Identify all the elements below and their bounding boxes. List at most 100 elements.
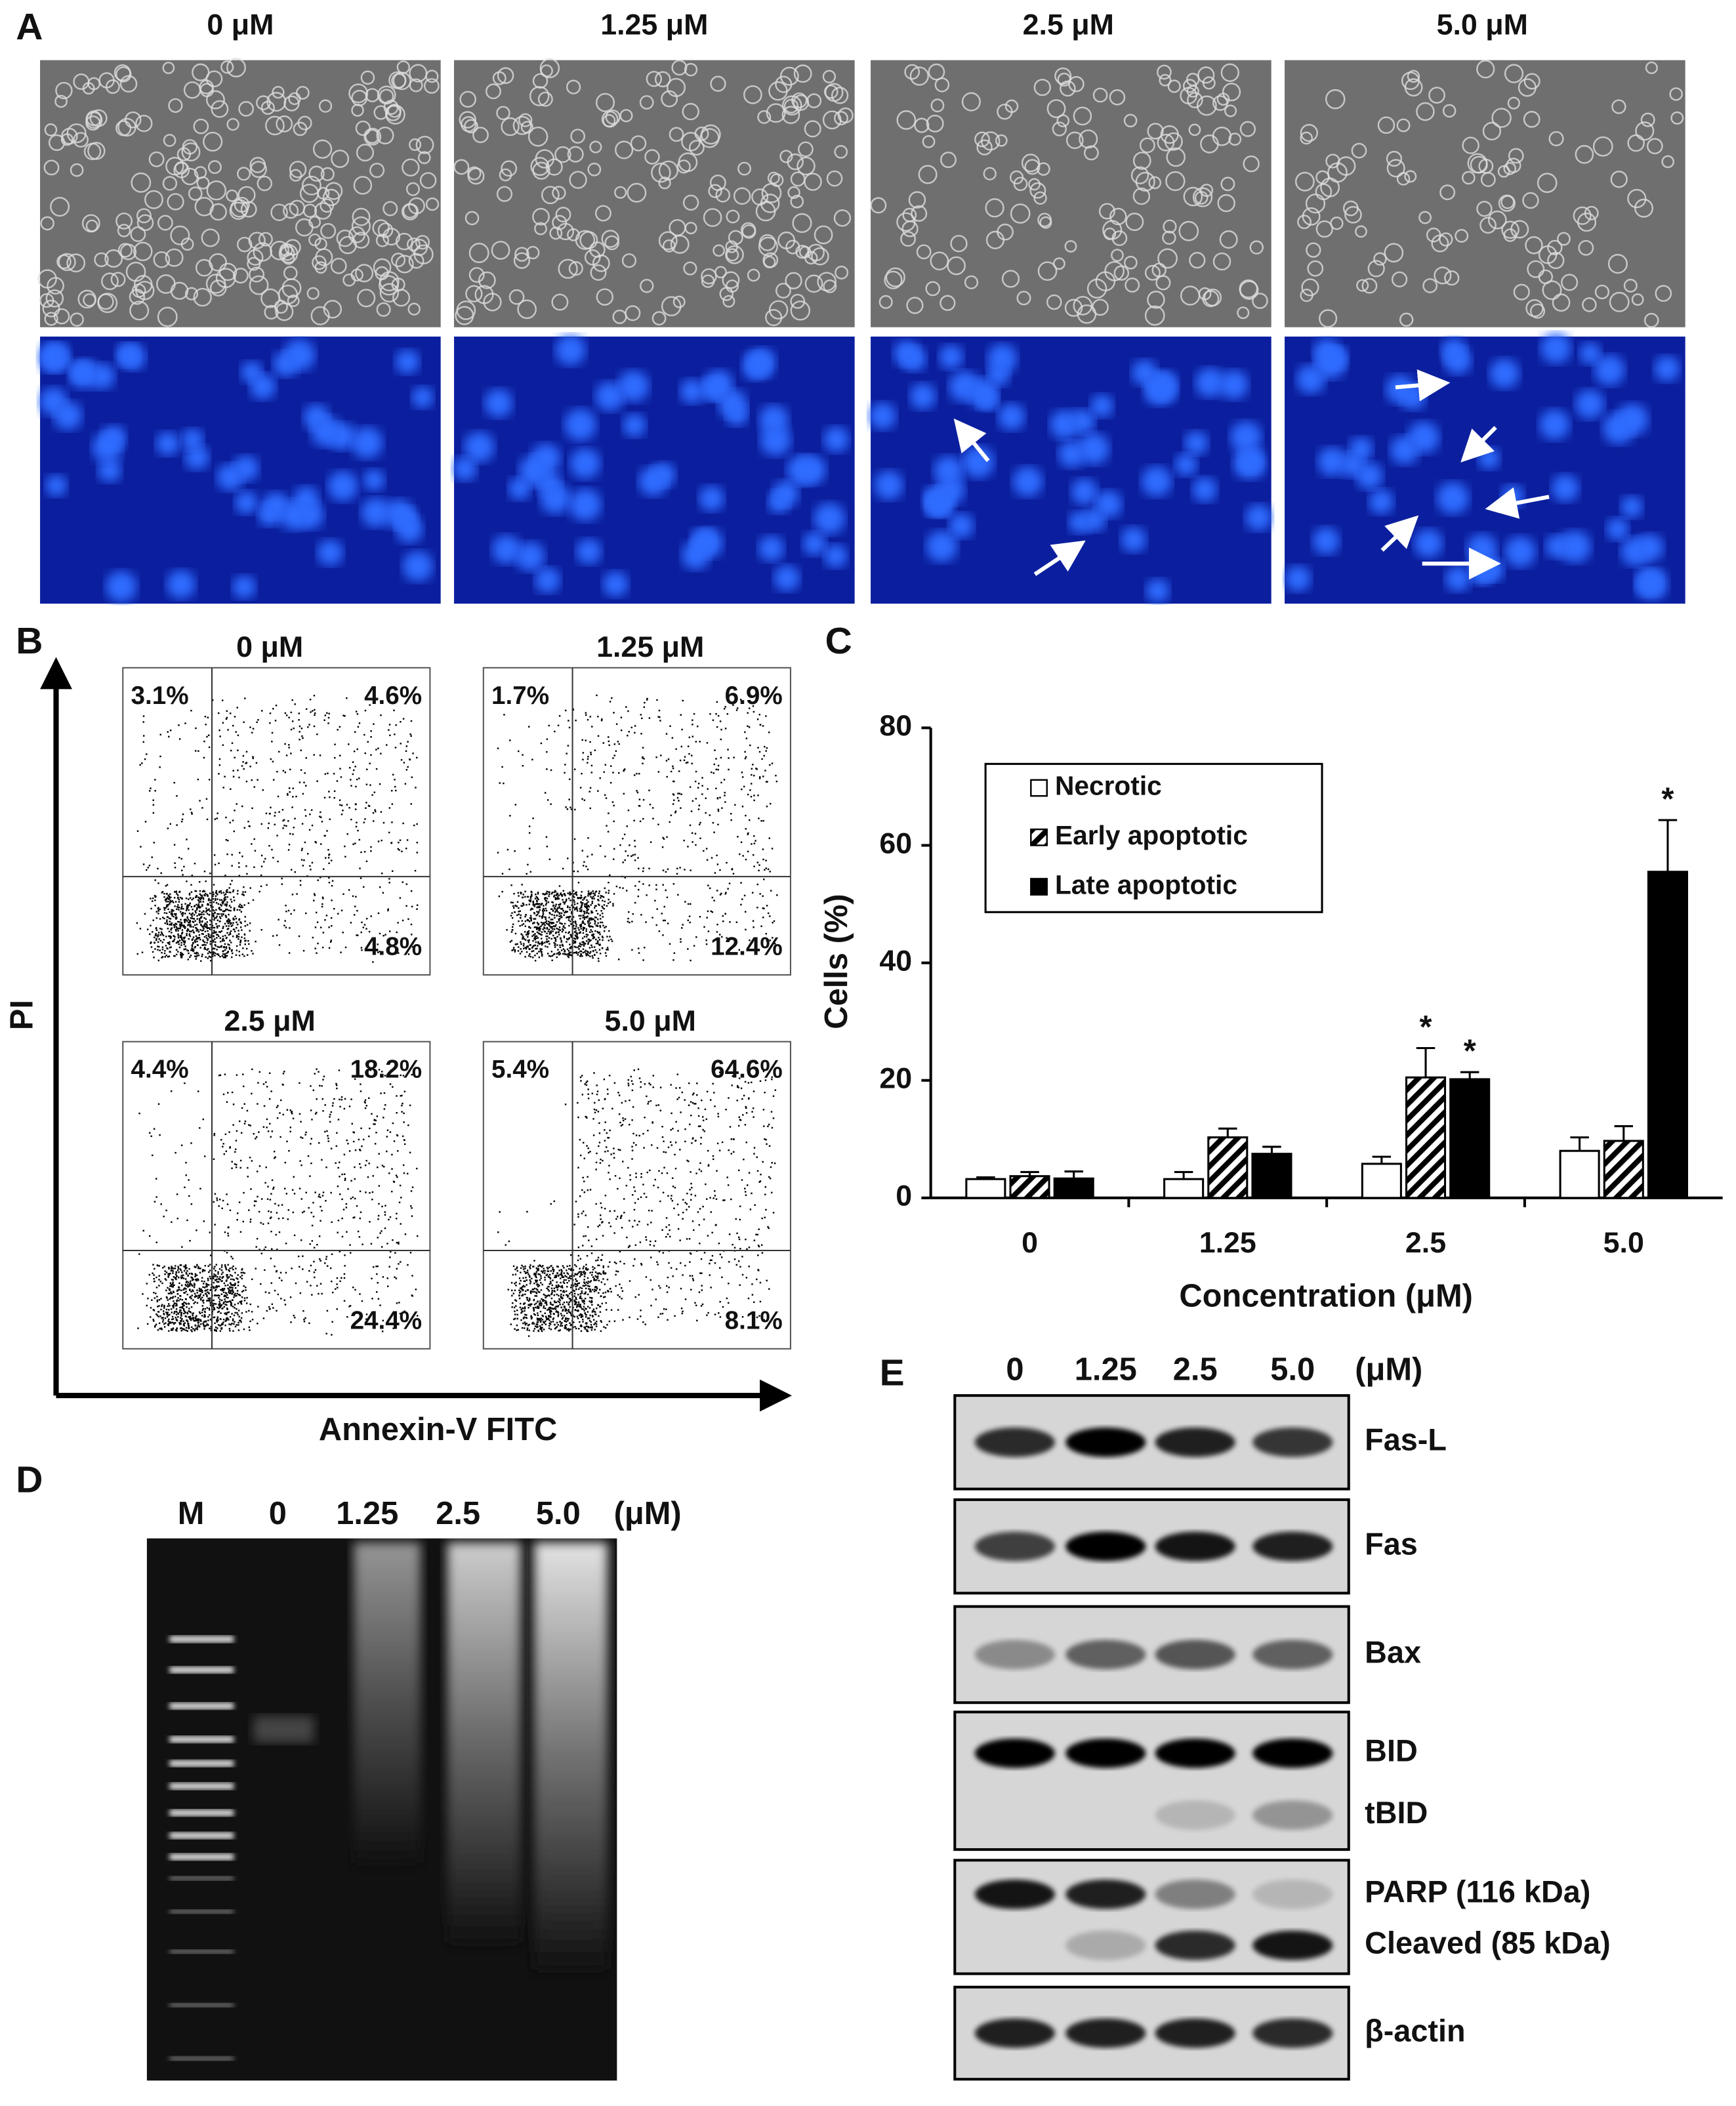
cell [1547, 251, 1565, 270]
dot [615, 723, 618, 725]
cell [382, 228, 401, 246]
dot [377, 943, 379, 945]
dot [176, 905, 178, 908]
dot [372, 1175, 374, 1177]
dot [219, 1306, 221, 1308]
dot [238, 1120, 241, 1123]
dot [223, 898, 226, 899]
dot [181, 905, 183, 908]
phase-image [870, 60, 1271, 327]
dot [364, 1164, 367, 1167]
dot [154, 899, 156, 901]
dot [312, 1089, 315, 1091]
dot [400, 721, 402, 723]
dot [215, 899, 217, 901]
dot [518, 895, 520, 897]
dot [359, 1190, 362, 1193]
dot [543, 930, 546, 932]
dot [325, 1256, 328, 1258]
dot [177, 940, 179, 943]
dot [205, 926, 207, 928]
cell [1344, 205, 1362, 224]
dot [165, 901, 167, 903]
dot [153, 1320, 155, 1322]
dot [171, 909, 174, 911]
dot [243, 721, 245, 724]
dot [518, 750, 520, 753]
dot [416, 841, 419, 844]
dot [672, 765, 674, 768]
dot [581, 905, 583, 907]
dot [179, 1298, 182, 1300]
dot [611, 940, 613, 942]
dot [705, 848, 708, 850]
dot [230, 749, 232, 752]
cell [392, 72, 411, 91]
dot [583, 911, 586, 913]
dot [543, 909, 546, 912]
dot [375, 810, 377, 813]
dot [270, 1230, 272, 1233]
cell [1200, 184, 1214, 197]
dot [209, 1327, 211, 1330]
dot [529, 956, 532, 958]
dot [583, 928, 585, 930]
cell [1522, 192, 1539, 209]
dot [153, 1277, 155, 1280]
dot [396, 931, 398, 934]
dot [532, 922, 534, 924]
cell [1098, 203, 1115, 220]
dot [241, 1269, 243, 1271]
cell [1504, 64, 1524, 83]
dot [545, 936, 547, 938]
dot [165, 912, 168, 915]
dot [396, 1212, 398, 1214]
dot [662, 934, 664, 936]
dot [184, 1186, 186, 1189]
dot [208, 1300, 211, 1302]
cell [715, 187, 731, 203]
dot [218, 1307, 220, 1310]
dot [156, 1299, 159, 1302]
dot [186, 930, 188, 932]
dot [214, 917, 216, 919]
dot [674, 810, 677, 812]
dot [397, 848, 399, 850]
dot [219, 1276, 221, 1278]
dot [349, 1305, 352, 1307]
cell [110, 272, 126, 287]
dot [269, 1199, 272, 1201]
dot [579, 950, 581, 953]
dot [194, 862, 196, 865]
dot [207, 948, 209, 950]
dot [316, 952, 318, 954]
dot [221, 1264, 223, 1266]
cell [1029, 182, 1046, 199]
dot [640, 714, 642, 716]
dot [590, 919, 592, 921]
dot [666, 836, 668, 838]
dot [558, 918, 561, 920]
dot [579, 787, 582, 789]
nucleus [98, 458, 121, 482]
cell [1422, 278, 1438, 293]
dot [313, 893, 316, 895]
dot [176, 1319, 178, 1322]
cell [196, 176, 210, 190]
dot [198, 937, 200, 939]
cell [192, 63, 210, 81]
dot [175, 941, 178, 944]
dot [727, 749, 729, 751]
dot [293, 909, 295, 911]
dot [157, 1315, 159, 1318]
dot [610, 765, 612, 767]
dot [262, 789, 264, 791]
dot [220, 1299, 223, 1302]
dot [180, 953, 183, 956]
dot [239, 921, 241, 923]
cell [1507, 96, 1520, 110]
dot [230, 883, 232, 885]
dot [234, 1294, 236, 1297]
dot [205, 880, 207, 882]
dot [223, 956, 226, 958]
